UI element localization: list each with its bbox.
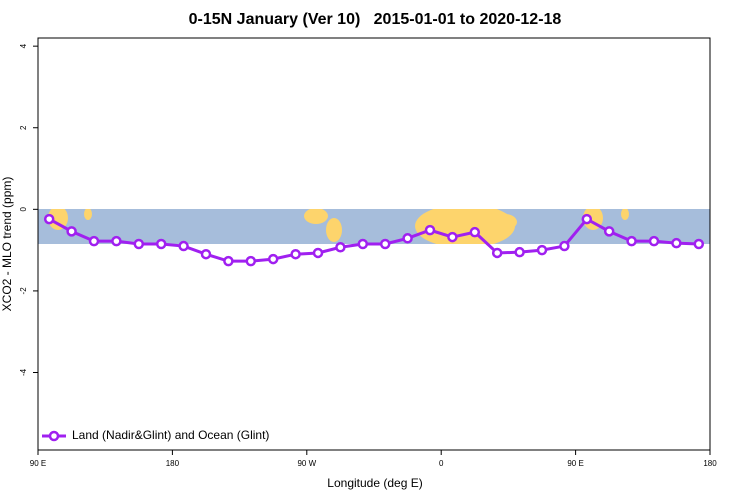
data-point [223,255,234,267]
data-point [648,235,660,247]
x-tick-label: 0 [439,459,444,468]
y-tick-label: 4 [19,43,28,48]
data-point [43,213,55,225]
data-point [312,247,324,259]
data-point [671,237,682,249]
data-point [379,238,391,250]
x-tick-label: 180 [703,459,717,468]
data-point [357,238,369,250]
y-tick-label: -4 [19,368,28,376]
data-point [693,238,705,250]
data-point [155,238,167,250]
y-tick-label: -2 [19,287,28,295]
chart-title: 0-15N January (Ver 10) 2015-01-01 to 202… [189,11,562,28]
x-tick-label: 90 W [297,459,316,468]
data-point [514,246,525,258]
data-point [178,240,189,252]
data-point [469,226,481,238]
x-tick-label: 90 E [30,459,46,468]
plot-frame [37,37,711,451]
data-point [66,226,77,237]
data-point [290,248,301,260]
data-point [581,213,593,225]
x-axis-label: Longitude (deg E) [327,476,422,490]
data-point [603,226,615,237]
data-point [424,224,436,236]
data-point [536,244,548,256]
data-point [626,235,637,247]
data-point [402,233,413,244]
data-point [200,248,212,260]
y-tick-label: 0 [19,207,28,212]
legend-marker [48,430,60,442]
data-point [267,253,279,265]
data-point [245,255,257,267]
data-point [88,235,100,247]
legend-label: Land (Nadir&Glint) and Ocean (Glint) [72,428,269,442]
y-axis-label: XCO2 - MLO trend (ppm) [0,177,14,312]
x-tick-label: 90 E [567,459,583,468]
data-point [133,238,145,250]
data-point [447,231,458,243]
data-point [335,242,346,253]
y-tick-label: 2 [19,125,28,130]
data-point [111,235,122,247]
data-point [559,240,570,252]
data-point [491,247,503,259]
x-tick-label: 180 [166,459,180,468]
